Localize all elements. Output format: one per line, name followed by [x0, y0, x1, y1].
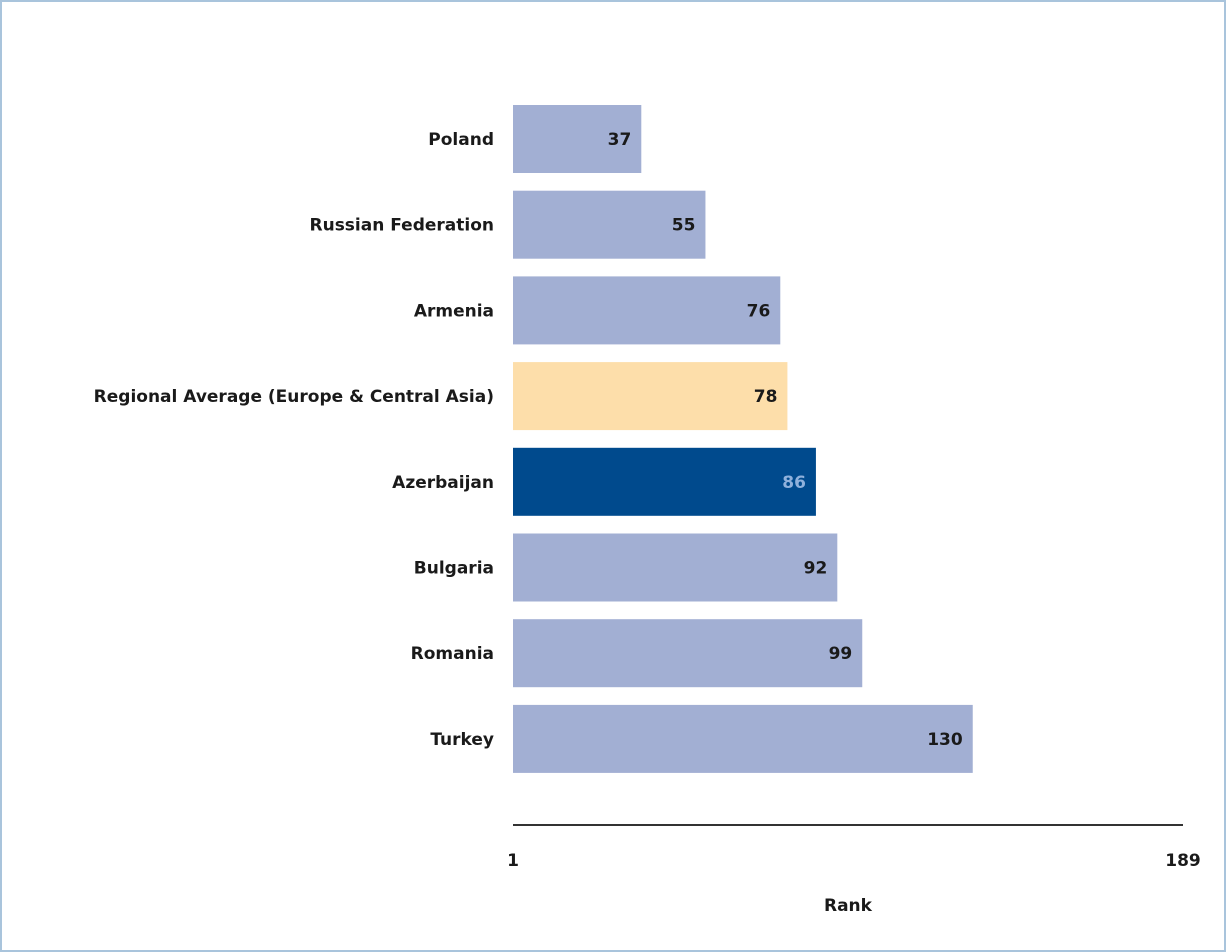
category-label: Poland [428, 130, 494, 150]
category-label: Bulgaria [414, 559, 494, 579]
bar-azerbaijan [513, 447, 816, 516]
bar-romania [513, 619, 863, 688]
category-label: Regional Average (Europe & Central Asia) [94, 387, 494, 407]
value-label: 55 [672, 216, 696, 236]
value-label: 37 [608, 130, 632, 150]
category-label: Russian Federation [310, 216, 495, 236]
value-label: 78 [754, 387, 778, 407]
x-axis-title: Rank [824, 896, 873, 916]
value-labels: 37 55 76 78 86 92 99 130 [608, 130, 963, 750]
category-labels: Poland Russian Federation Armenia Regional … [94, 130, 494, 750]
value-label: 92 [804, 559, 828, 579]
bar-regional-average-europe-central-asia [513, 362, 788, 431]
x-tick-label-max: 189 [1165, 851, 1201, 871]
bars-group [513, 105, 973, 773]
bar-bulgaria [513, 533, 838, 602]
category-label: Turkey [430, 730, 494, 750]
value-label: 86 [782, 473, 806, 493]
category-label: Azerbaijan [392, 473, 494, 493]
bar-russian-federation [513, 190, 706, 259]
value-label: 99 [829, 644, 853, 664]
x-tick-label-min: 1 [507, 851, 519, 871]
bar-armenia [513, 276, 781, 345]
bar-turkey [513, 704, 973, 773]
value-label: 76 [747, 301, 771, 321]
category-label: Armenia [414, 301, 494, 321]
bar-poland [513, 105, 642, 173]
category-label: Romania [411, 644, 494, 664]
value-label: 130 [927, 730, 963, 750]
